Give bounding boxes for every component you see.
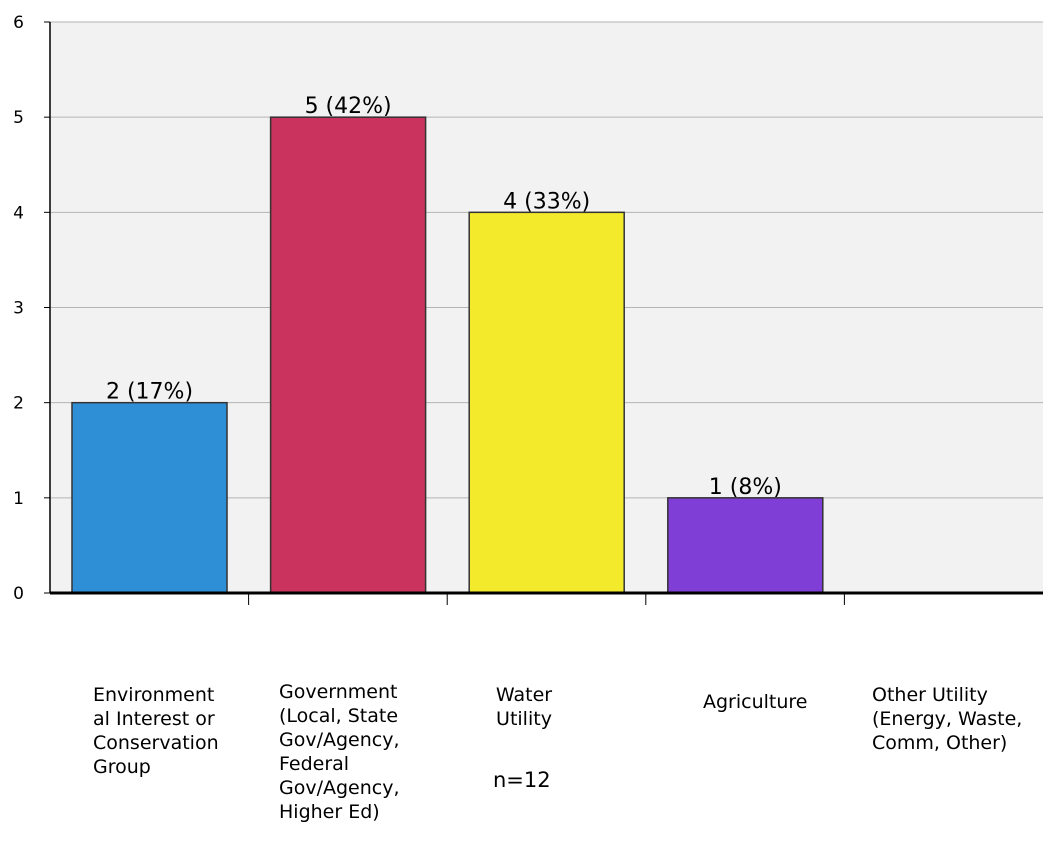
data-label: 1 (8%) [709,475,782,500]
data-label: 2 (17%) [106,380,193,405]
bars: 2 (17%) 5 (42%) 4 (33%) 1 (8%) [71,94,824,594]
y-tick-label: 4 [13,203,24,223]
y-tick-label: 3 [13,299,24,319]
category-label: E [935,637,953,640]
bar-b [269,116,427,594]
category-description: Environment al Interest or Conservation … [93,684,219,778]
category-label: C [537,637,556,640]
category-label: B [338,637,358,640]
category-description: Agriculture [703,691,808,713]
category-label: D [734,637,756,640]
bar-a [71,401,228,594]
bar-c [468,211,625,594]
category-label: A [139,637,159,640]
axes: 0 1 2 3 4 5 6 A B C D E [13,13,1043,640]
category-description: Water Utility [495,684,553,730]
y-tick-label: 6 [13,13,24,33]
bar-d [667,497,824,594]
y-tick-label: 0 [13,584,24,604]
data-label: 5 (42%) [305,94,392,119]
category-description: Government (Local, State Gov/Agency, Fed… [279,681,400,823]
category-description: Other Utility (Energy, Waste, Comm, Othe… [872,684,1023,754]
y-tick-label: 5 [13,108,24,128]
y-tick-label: 1 [13,489,24,509]
sample-size-note: n=12 [493,768,551,792]
y-tick-label: 2 [13,394,24,414]
bar-chart: 2 (17%) 5 (42%) 4 (33%) 1 (8%) 0 1 2 3 4 5 6 A B C D E [13,13,1043,640]
data-label: 4 (33%) [503,189,590,214]
